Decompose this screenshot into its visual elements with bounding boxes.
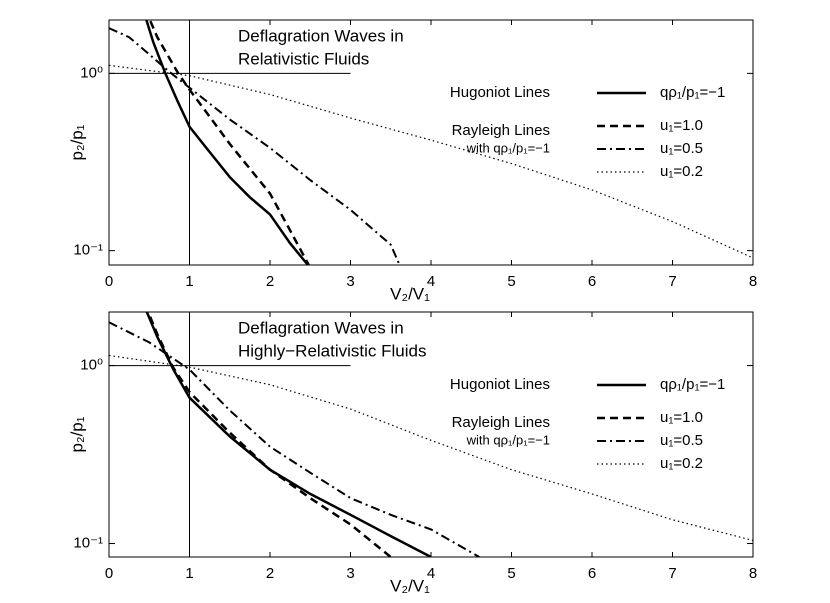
y-tick-label: 10⁻¹ — [73, 242, 103, 259]
legend-annotation: with qρ₁/p₁=−1 — [466, 140, 550, 155]
x-tick-label: 7 — [668, 273, 676, 290]
x-axis-label: V₂/V₁ — [390, 576, 430, 595]
x-axis-label: V₂/V₁ — [390, 284, 430, 303]
plot-area — [109, 312, 753, 557]
x-tick-label: 2 — [266, 273, 274, 290]
legend-label: u₁=0.2 — [660, 455, 703, 472]
subplot: 0 1 2 3 4 5 6 7 8 10⁻¹ 10⁰ V₂/V₁ p₂/p₁ Deflagration W… — [67, 311, 757, 595]
legend-label: u₁=0.2 — [660, 163, 703, 180]
chart-title: Deflagration Waves in — [238, 26, 404, 45]
x-tick-label: 1 — [185, 273, 193, 290]
legend-label: u₁=1.0 — [660, 409, 703, 426]
x-tick-label: 0 — [105, 565, 113, 582]
x-tick-label: 6 — [588, 273, 596, 290]
legend-label: qρ₁/p₁=−1 — [660, 84, 725, 101]
plot-frame — [108, 19, 754, 266]
legend-label: u₁=0.5 — [660, 140, 703, 157]
legend-annotation: Rayleigh Lines — [452, 122, 550, 139]
chart-title: Deflagration Waves in — [238, 318, 404, 337]
x-tick-label: 4 — [427, 273, 435, 290]
series-line — [109, 321, 480, 557]
x-tick-label: 2 — [266, 565, 274, 582]
series-line — [109, 64, 753, 259]
x-tick-label: 7 — [668, 565, 676, 582]
subplot: 0 1 2 3 4 5 6 7 8 10⁻¹ 10⁰ V₂/V₁ p₂/p₁ Deflagration W… — [67, 19, 757, 303]
x-tick-label: 6 — [588, 565, 596, 582]
x-tick-label: 4 — [427, 565, 435, 582]
plot-frame — [108, 311, 754, 558]
legend-label: qρ₁/p₁=−1 — [660, 376, 725, 393]
x-tick-label: 0 — [105, 273, 113, 290]
series-line — [109, 27, 400, 264]
legend-annotation: Hugoniot Lines — [450, 376, 550, 393]
x-tick-label: 3 — [346, 273, 354, 290]
y-axis-label: p₂/p₁ — [67, 416, 86, 452]
x-tick-label: 5 — [507, 565, 515, 582]
x-tick-label: 8 — [749, 273, 757, 290]
legend-annotation: Hugoniot Lines — [450, 84, 550, 101]
legend-annotation: with qρ₁/p₁=−1 — [466, 432, 550, 447]
x-tick-label: 3 — [346, 565, 354, 582]
series-line — [148, 20, 311, 265]
series-line — [109, 354, 753, 542]
legend-label: u₁=1.0 — [660, 117, 703, 134]
chart-title: Relativistic Fluids — [238, 49, 369, 68]
y-axis-label: p₂/p₁ — [67, 124, 86, 160]
y-tick-label: 10⁻¹ — [73, 534, 103, 551]
y-tick-label: 10⁰ — [80, 357, 103, 374]
chart-title: Highly−Relativistic Fluids — [238, 341, 426, 360]
y-tick-label: 10⁰ — [80, 64, 103, 81]
series-line — [146, 312, 392, 557]
x-tick-label: 5 — [507, 273, 515, 290]
plot-area — [109, 20, 753, 265]
legend-label: u₁=0.5 — [660, 432, 703, 449]
x-tick-label: 1 — [185, 565, 193, 582]
series-line — [145, 20, 310, 265]
x-tick-label: 8 — [749, 565, 757, 582]
legend-annotation: Rayleigh Lines — [452, 414, 550, 431]
